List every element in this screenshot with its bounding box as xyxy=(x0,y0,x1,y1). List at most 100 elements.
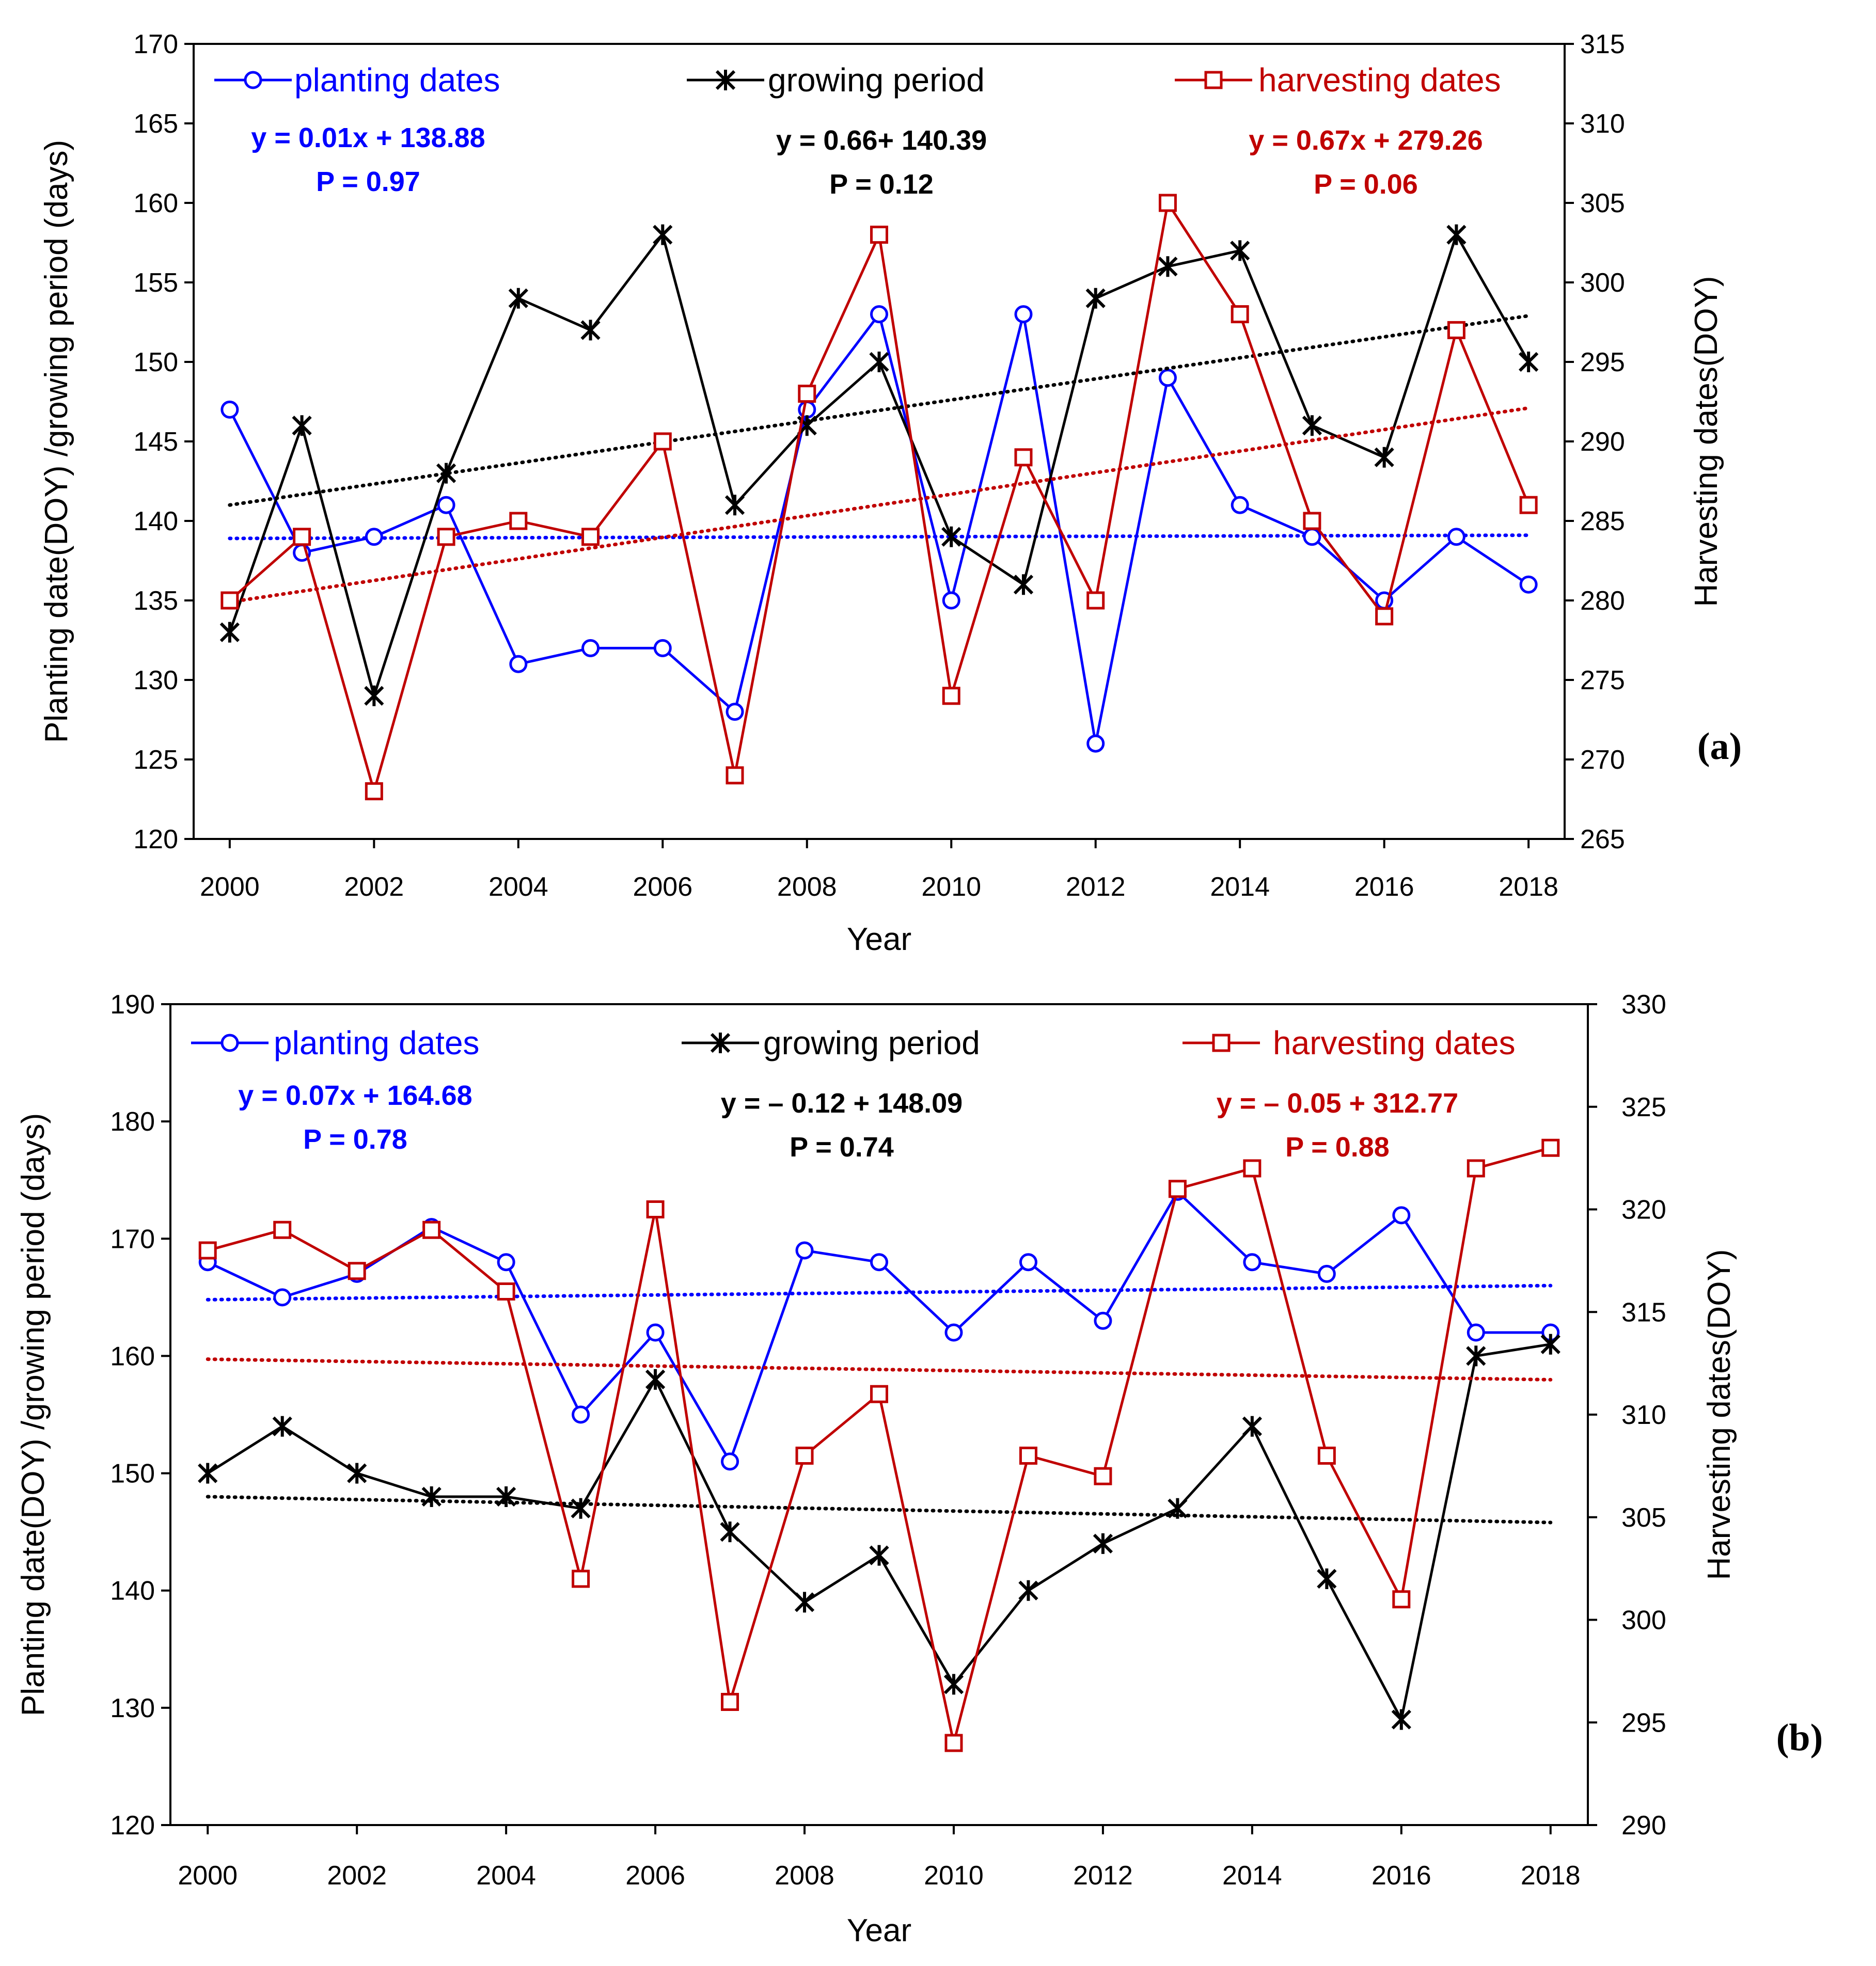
trend-line xyxy=(228,406,1531,604)
data-point xyxy=(1086,591,1105,610)
data-point xyxy=(724,495,745,516)
data-point xyxy=(1231,496,1249,514)
x-tick-label: 2002 xyxy=(344,872,404,902)
x-tick-label: 2012 xyxy=(1073,1861,1133,1891)
data-point xyxy=(364,685,384,706)
x-tick-label: 2010 xyxy=(921,872,981,902)
data-point xyxy=(220,400,239,419)
y2-tick-label: 270 xyxy=(1580,745,1625,775)
data-point xyxy=(1093,1533,1113,1554)
y2-tick-label: 305 xyxy=(1621,1503,1666,1533)
data-point xyxy=(721,1693,739,1711)
data-point xyxy=(581,639,600,657)
p-value: P = 0.12 xyxy=(829,169,934,200)
data-point xyxy=(1018,1580,1038,1601)
series-cross xyxy=(219,224,1539,706)
data-point xyxy=(646,1323,665,1342)
series-circle xyxy=(220,305,1538,753)
data-point xyxy=(1230,240,1250,261)
series-line xyxy=(228,231,1530,701)
data-point xyxy=(347,1463,367,1484)
data-point xyxy=(1243,1159,1262,1178)
y2-tick-label: 330 xyxy=(1621,990,1666,1020)
data-point xyxy=(1168,1180,1187,1198)
data-point xyxy=(795,1241,814,1260)
x-tick-label: 2006 xyxy=(633,872,692,902)
data-point xyxy=(273,1288,292,1307)
regression-equation: y = – 0.12 + 148.09 xyxy=(721,1088,963,1119)
p-value: P = 0.88 xyxy=(1285,1132,1390,1163)
data-point xyxy=(496,1486,516,1507)
data-point xyxy=(870,1253,888,1272)
data-point xyxy=(437,496,455,514)
data-point xyxy=(1317,1447,1336,1465)
y-tick-label: 120 xyxy=(110,1811,155,1841)
data-point xyxy=(1446,224,1467,245)
data-point xyxy=(944,1323,963,1342)
data-point xyxy=(720,1521,740,1543)
data-point xyxy=(581,528,600,546)
data-point xyxy=(437,528,455,546)
data-point xyxy=(1158,194,1177,212)
data-point xyxy=(572,1405,590,1424)
y-tick-label: 140 xyxy=(133,506,178,536)
data-point xyxy=(1392,1590,1411,1609)
y-axis-title: Planting date(DOY) /growing period (days… xyxy=(15,1113,51,1716)
data-point xyxy=(1019,1447,1037,1465)
panel-b: 120 130 140 150 160 170 180 190 290 295 300 305 310 3… xyxy=(15,990,1823,1948)
p-value: P = 0.06 xyxy=(1314,169,1418,200)
legend-marker xyxy=(1212,1034,1231,1052)
data-point xyxy=(1391,1709,1411,1730)
data-point xyxy=(1019,1253,1037,1272)
data-point xyxy=(942,591,960,610)
series-cross xyxy=(198,1334,1560,1730)
trend-line xyxy=(206,1283,1553,1302)
data-point xyxy=(798,400,816,419)
x-tick-label: 2004 xyxy=(476,1861,536,1891)
data-point xyxy=(870,305,888,324)
data-point xyxy=(1467,1323,1485,1342)
data-point xyxy=(653,224,673,245)
data-point xyxy=(497,1253,515,1272)
y-tick-label: 190 xyxy=(110,990,155,1020)
y-tick-label: 155 xyxy=(133,268,178,298)
y2-tick-label: 305 xyxy=(1580,188,1625,218)
data-point xyxy=(1086,734,1105,753)
data-point xyxy=(509,655,528,673)
data-point xyxy=(870,226,888,244)
legend-marker xyxy=(220,1034,239,1052)
legend-label: growing period xyxy=(763,1024,980,1061)
y-tick-label: 170 xyxy=(110,1224,155,1254)
data-point xyxy=(721,1452,739,1471)
y2-tick-label: 295 xyxy=(1621,1708,1666,1738)
data-point xyxy=(1392,1206,1411,1225)
data-point xyxy=(645,1369,666,1390)
data-point xyxy=(293,528,311,546)
x-tick-label: 2002 xyxy=(327,1861,387,1891)
legend-label: harvesting dates xyxy=(1258,61,1501,99)
y2-tick-label: 290 xyxy=(1580,427,1625,457)
data-point xyxy=(365,782,383,801)
data-point xyxy=(869,1545,889,1566)
data-point xyxy=(870,1385,888,1403)
x-tick-label: 2000 xyxy=(178,1861,238,1891)
y2-tick-label: 265 xyxy=(1580,825,1625,854)
x-tick-label: 2008 xyxy=(775,1861,834,1891)
data-point xyxy=(653,432,672,451)
data-point xyxy=(942,687,960,705)
data-point xyxy=(1158,369,1177,387)
y2-tick-label: 325 xyxy=(1621,1092,1666,1122)
panel-a: 120 125 130 135 140 145 150 155 160 165 170 265 270 2… xyxy=(39,29,1742,957)
x-tick-label: 2004 xyxy=(488,872,548,902)
data-point xyxy=(1317,1264,1336,1283)
y2-tick-label: 285 xyxy=(1580,506,1625,536)
data-point xyxy=(798,385,816,403)
data-point xyxy=(1094,1311,1112,1330)
data-point xyxy=(1158,256,1178,277)
data-point xyxy=(1168,1498,1188,1519)
x-tick-label: 2000 xyxy=(200,872,260,902)
data-point xyxy=(422,1220,441,1239)
data-point xyxy=(1013,574,1034,595)
data-point xyxy=(273,1220,292,1239)
y2-tick-label: 310 xyxy=(1621,1400,1666,1430)
